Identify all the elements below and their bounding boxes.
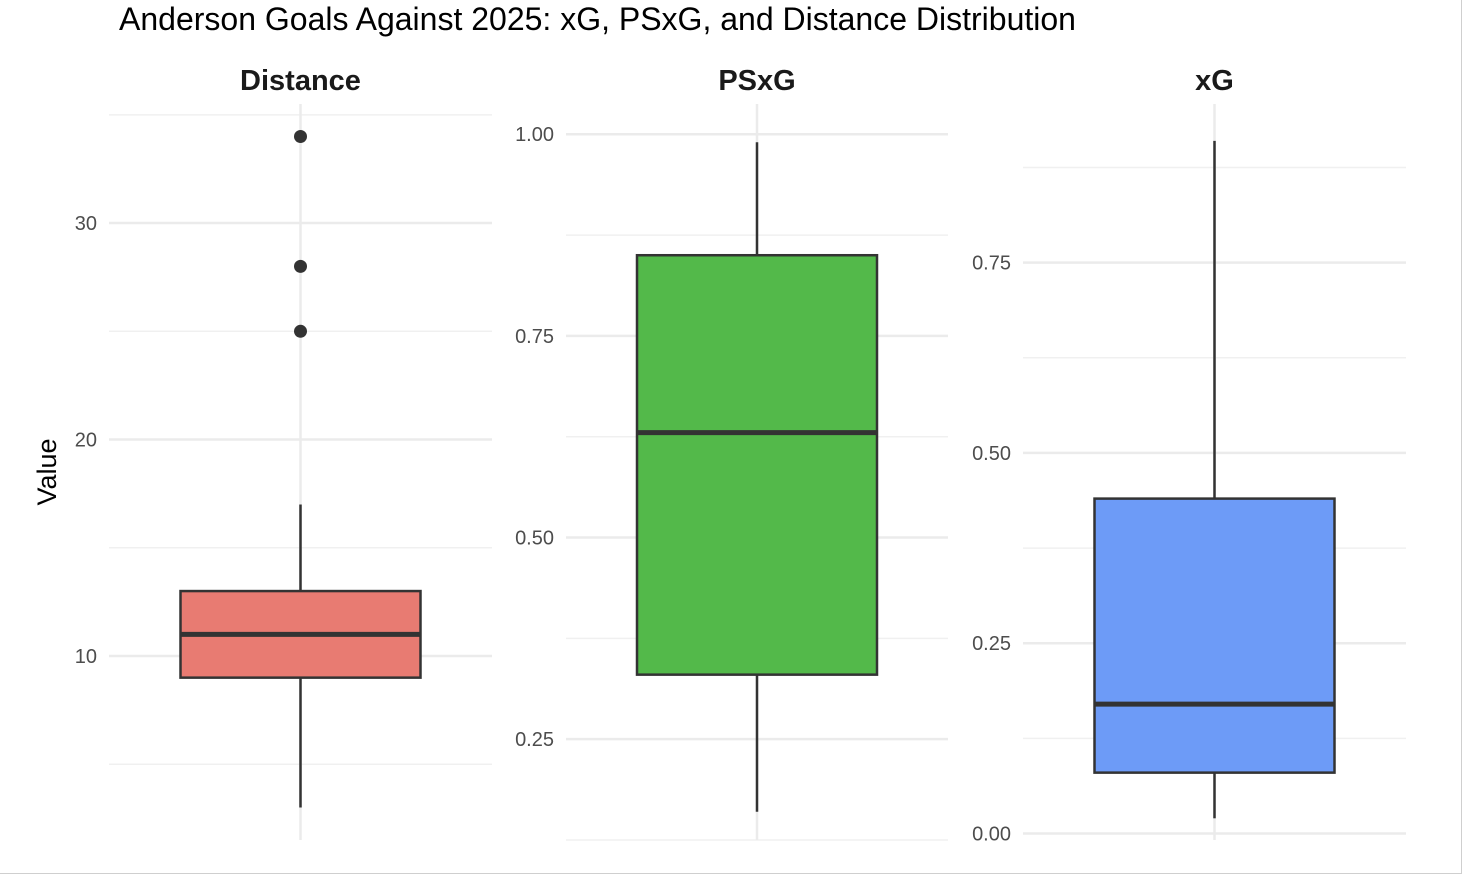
psxg-tick-label: 0.75 bbox=[515, 326, 554, 348]
distance-tick-label: 20 bbox=[75, 430, 97, 452]
distance-tick-label: 30 bbox=[75, 213, 97, 235]
chart-title: Anderson Goals Against 2025: xG, PSxG, a… bbox=[119, 1, 1076, 37]
xg-tick-label: 0.50 bbox=[972, 443, 1011, 465]
psxg-tick-label: 1.00 bbox=[515, 124, 554, 146]
psxg-panel-title: PSxG bbox=[718, 65, 795, 97]
xg-box bbox=[1093, 497, 1336, 774]
xg-tick-label: 0.00 bbox=[972, 824, 1011, 846]
distance-outlier-point bbox=[294, 129, 307, 143]
distance-tick-label: 10 bbox=[75, 646, 97, 668]
distance-panel-title: Distance bbox=[240, 65, 361, 97]
xg-tick-label: 0.75 bbox=[972, 253, 1011, 275]
distance-outlier-point bbox=[294, 324, 307, 338]
psxg-tick-label: 0.25 bbox=[515, 729, 554, 751]
xg-tick-label: 0.25 bbox=[972, 633, 1011, 655]
y-axis-title: Value bbox=[32, 438, 62, 505]
psxg-box bbox=[635, 253, 879, 676]
psxg-tick-label: 0.50 bbox=[515, 528, 554, 550]
distance-outlier-point bbox=[294, 259, 307, 273]
xg-panel-title: xG bbox=[1195, 65, 1234, 97]
